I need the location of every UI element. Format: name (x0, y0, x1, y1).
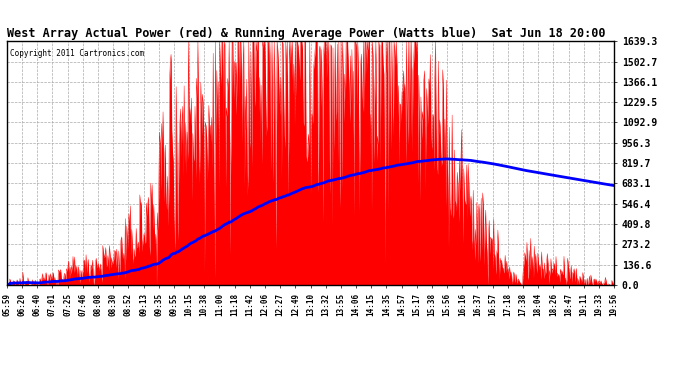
Text: West Array Actual Power (red) & Running Average Power (Watts blue)  Sat Jun 18 2: West Array Actual Power (red) & Running … (7, 27, 605, 40)
Text: Copyright 2011 Cartronics.com: Copyright 2011 Cartronics.com (10, 49, 144, 58)
